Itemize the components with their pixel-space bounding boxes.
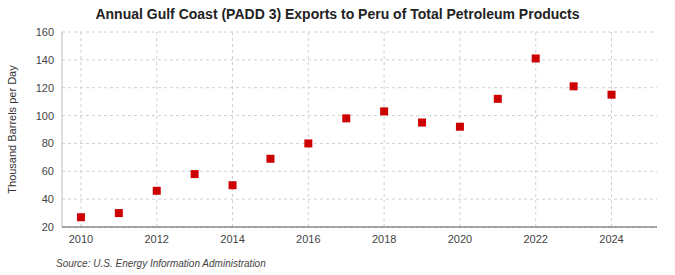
y-tick-label: 120 — [36, 82, 54, 94]
x-grid-line — [611, 32, 612, 227]
point — [77, 213, 85, 221]
y-tick-label: 80 — [42, 137, 54, 149]
point — [570, 82, 578, 90]
y-tick-label: 40 — [42, 193, 54, 205]
point — [115, 209, 123, 217]
y-grid-line — [62, 227, 657, 228]
x-grid-line — [384, 32, 385, 227]
point — [191, 170, 199, 178]
y-tick-label: 140 — [36, 54, 54, 66]
y-tick-label: 160 — [36, 26, 54, 38]
point — [418, 119, 426, 127]
chart-container: 20 40 60 80 100 120 140 160 2010 2012 2014 2016 2018… — [0, 0, 675, 275]
y-grid-line — [62, 115, 657, 116]
grid — [62, 32, 657, 227]
y-axis-line — [62, 32, 63, 227]
x-tick-label: 2012 — [145, 233, 169, 245]
y-grid-line — [62, 87, 657, 88]
y-grid-line — [62, 32, 657, 33]
y-tick-label: 60 — [42, 165, 54, 177]
x-tick-label: 2024 — [599, 233, 623, 245]
title: Annual Gulf Coast (PADD 3) Exports to Pe… — [95, 6, 579, 22]
x-grid-line — [80, 32, 81, 227]
point — [494, 95, 502, 103]
x-tick-label: 2022 — [523, 233, 547, 245]
point — [342, 114, 350, 122]
x-tick-label: 2014 — [220, 233, 244, 245]
x-grid-line — [308, 32, 309, 227]
x-tick-label: 2020 — [448, 233, 472, 245]
y-grid-line — [62, 143, 657, 144]
source-note: Source: U.S. Energy Information Administ… — [56, 258, 266, 269]
x-tick-label: 2018 — [372, 233, 396, 245]
y-grid-line — [62, 199, 657, 200]
x-grid-line — [156, 32, 157, 227]
point — [608, 91, 616, 99]
x-tick-label: 2010 — [69, 233, 93, 245]
x-axis-line — [62, 227, 657, 228]
x-tick-label: 2016 — [296, 233, 320, 245]
point — [304, 139, 312, 147]
point — [532, 54, 540, 62]
y-grid-line — [62, 171, 657, 172]
y-axis-label: Thousand Barrels per Day — [6, 65, 18, 194]
y-tick-label: 20 — [42, 221, 54, 233]
x-grid-line — [232, 32, 233, 227]
point — [153, 187, 161, 195]
y-tick-label: 100 — [36, 110, 54, 122]
point — [266, 155, 274, 163]
point — [456, 123, 464, 131]
points — [77, 54, 616, 221]
point — [380, 107, 388, 115]
point — [229, 181, 237, 189]
chart: 20 40 60 80 100 120 140 160 2010 2012 2014 2016 2018… — [0, 0, 675, 275]
y-grid-line — [62, 59, 657, 60]
